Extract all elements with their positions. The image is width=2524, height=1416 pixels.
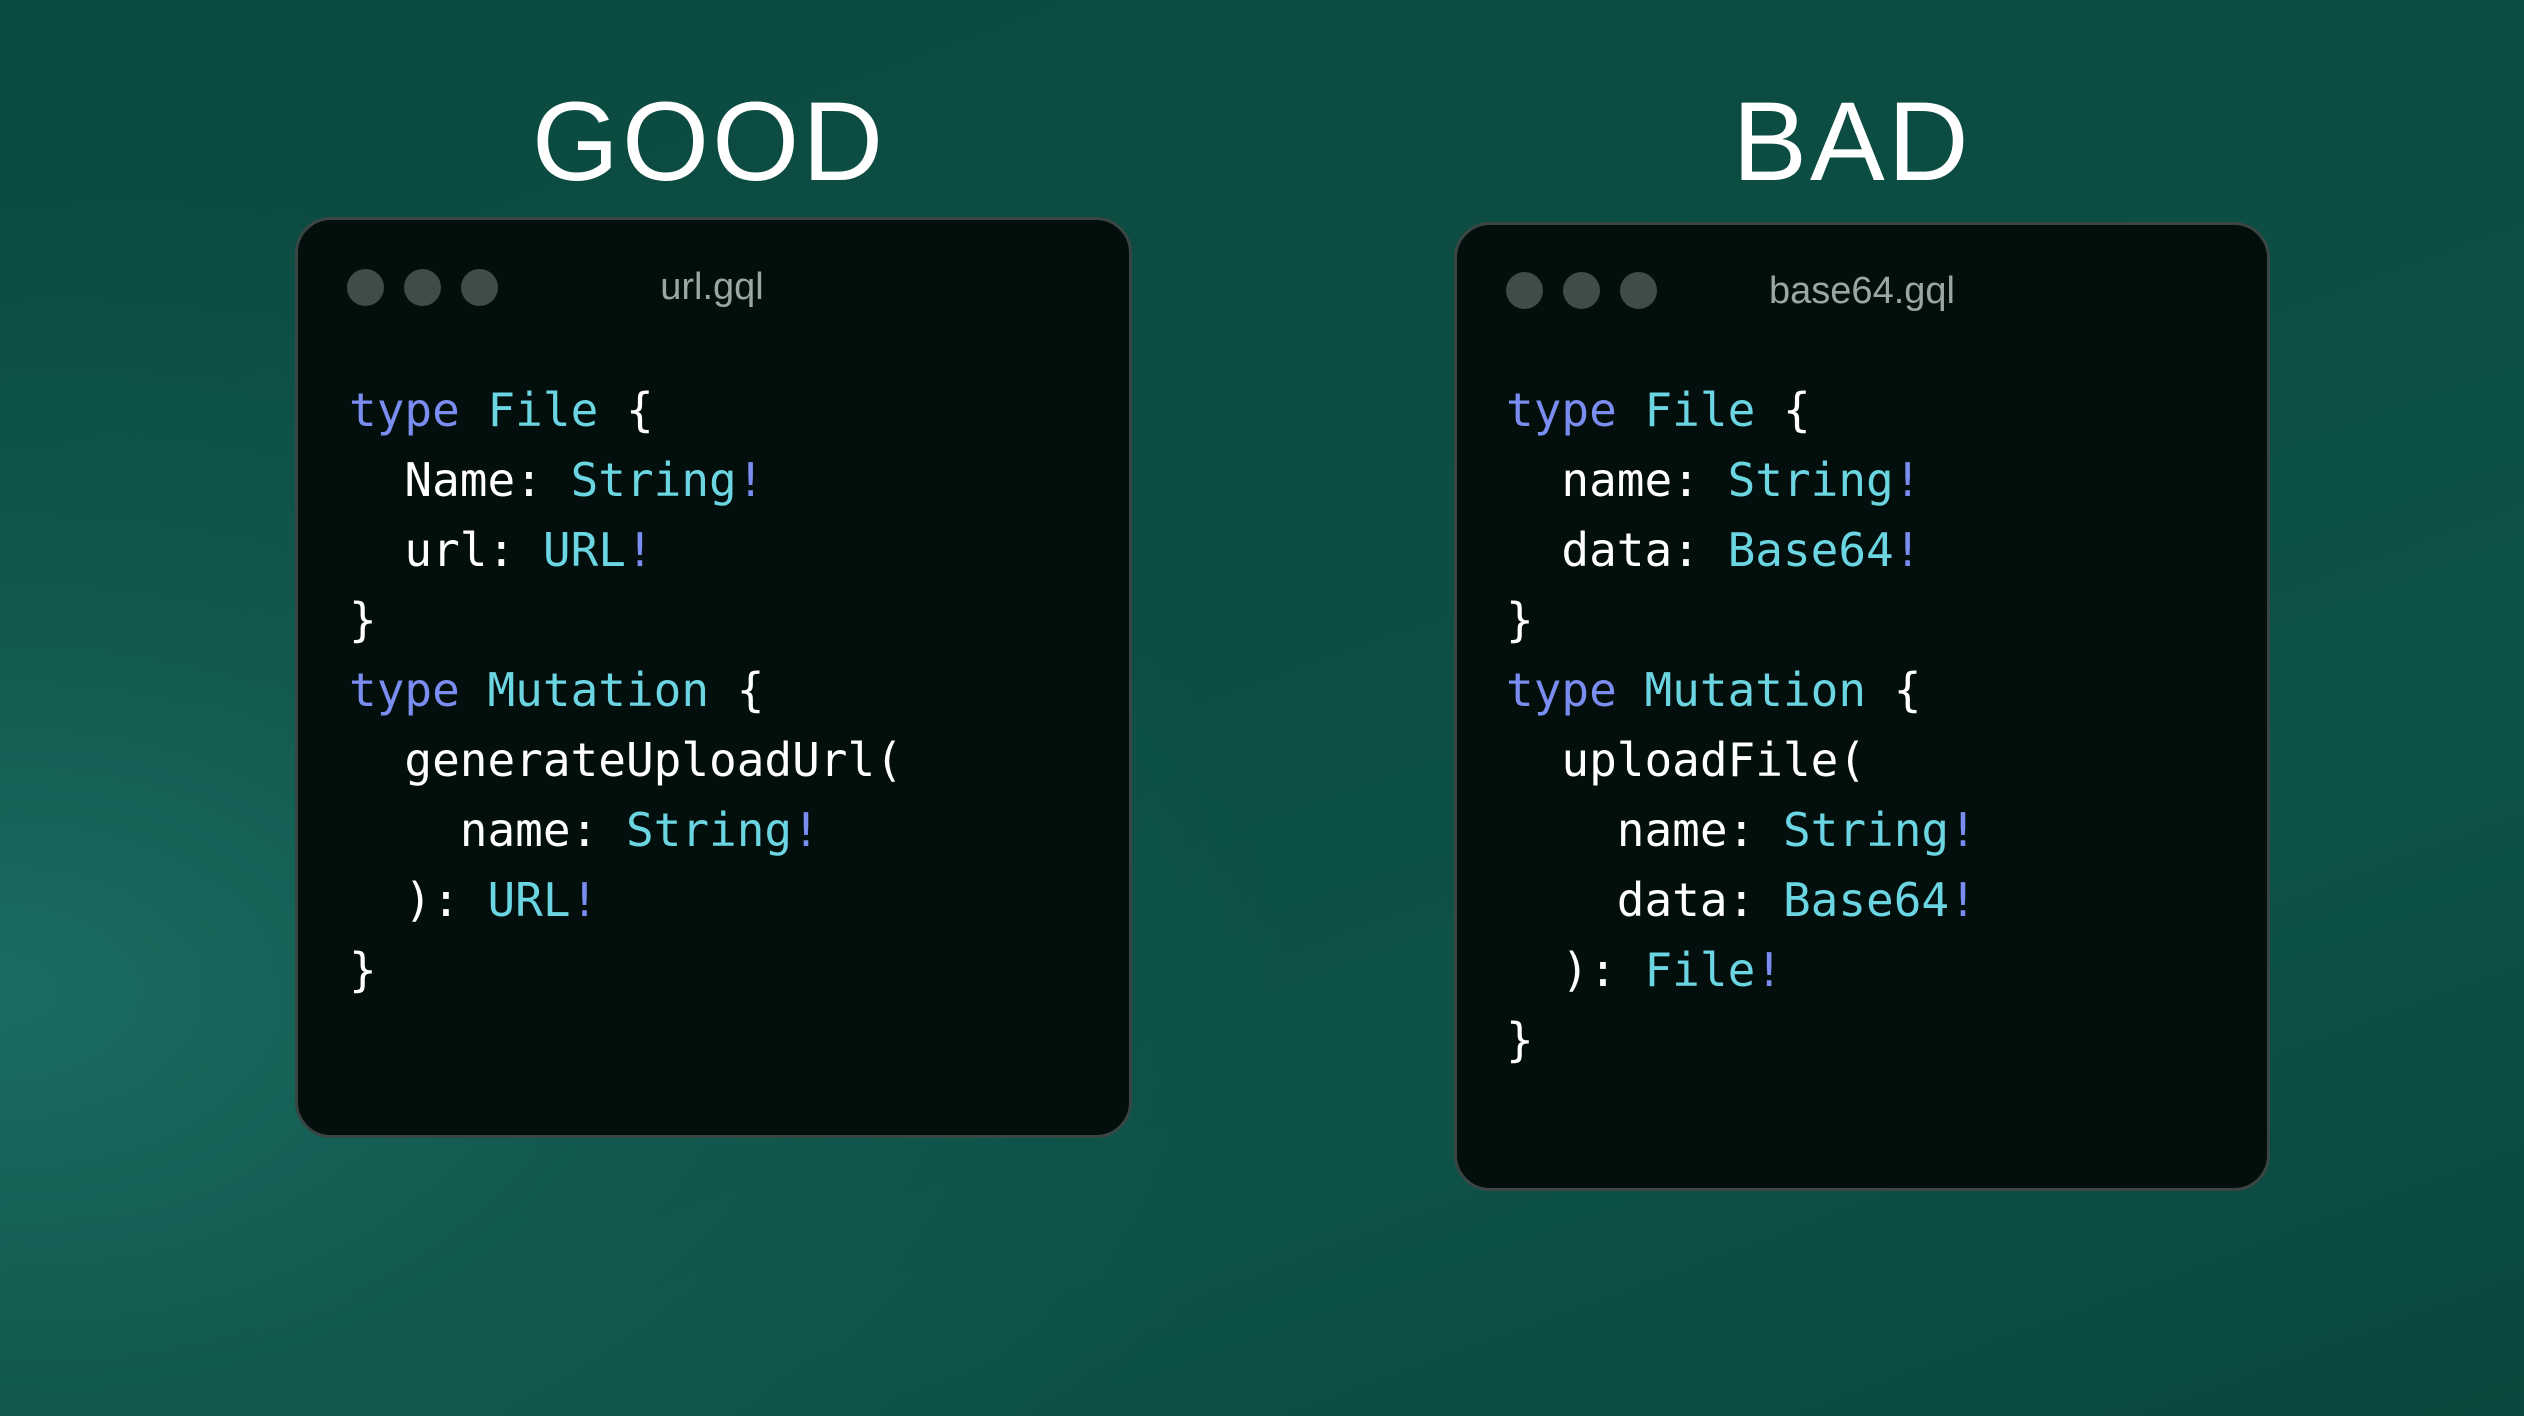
good-code: type File { Name: String! url: URL!} type… xyxy=(349,375,903,1005)
code-token: ): xyxy=(1506,943,1645,997)
code-line: data: Base64! xyxy=(1506,865,1977,935)
code-token: File xyxy=(1644,943,1756,997)
code-line: ): URL! xyxy=(349,865,903,935)
code-token: File xyxy=(1644,383,1756,437)
code-token: Base64 xyxy=(1727,523,1894,577)
code-line: } xyxy=(349,935,903,1005)
code-token: { xyxy=(598,383,654,437)
code-line: name: String! xyxy=(1506,445,1977,515)
code-token: type xyxy=(1506,663,1645,717)
code-token: type xyxy=(1506,383,1645,437)
code-line: Name: String! xyxy=(349,445,903,515)
code-line: } xyxy=(1506,1005,1977,1075)
code-token: ! xyxy=(1893,523,1922,577)
minimize-dot-icon[interactable] xyxy=(404,269,441,306)
code-line: data: Base64! xyxy=(1506,515,1977,585)
code-token: type xyxy=(349,383,488,437)
code-token: ! xyxy=(1949,803,1977,857)
maximize-dot-icon[interactable] xyxy=(1620,272,1657,309)
code-token: name: xyxy=(1506,803,1783,857)
code-line: url: URL! xyxy=(349,515,903,585)
code-line: generateUploadUrl( xyxy=(349,725,903,795)
code-token: ! xyxy=(570,873,599,927)
code-token: url: xyxy=(349,523,543,577)
bad-filename: base64.gql xyxy=(1769,270,1955,312)
code-token: URL xyxy=(487,873,571,927)
code-token: data: xyxy=(1506,523,1728,577)
code-line: type File { xyxy=(349,375,903,445)
code-line: type Mutation { xyxy=(349,655,903,725)
code-line: uploadFile( xyxy=(1506,725,1977,795)
bad-code-window xyxy=(1454,222,2270,1191)
code-token: File xyxy=(487,383,599,437)
bad-heading: BAD xyxy=(1732,79,1972,204)
code-token: ! xyxy=(1755,943,1783,997)
good-filename: url.gql xyxy=(660,266,764,308)
good-code-window xyxy=(295,217,1132,1138)
code-token: Mutation xyxy=(1644,663,1867,717)
code-line: } xyxy=(349,585,903,655)
code-token: ! xyxy=(625,523,654,577)
close-dot-icon[interactable] xyxy=(347,269,384,306)
code-line: name: String! xyxy=(1506,795,1977,865)
close-dot-icon[interactable] xyxy=(1506,272,1543,309)
window-controls xyxy=(1506,272,1657,309)
code-line: } xyxy=(1506,585,1977,655)
code-token: String xyxy=(1727,453,1894,507)
code-token: { xyxy=(1866,663,1922,717)
code-token: URL xyxy=(542,523,626,577)
maximize-dot-icon[interactable] xyxy=(461,269,498,306)
code-token: name: xyxy=(1506,453,1728,507)
code-token: ! xyxy=(792,803,820,857)
code-line: name: String! xyxy=(349,795,903,865)
minimize-dot-icon[interactable] xyxy=(1563,272,1600,309)
code-token: Base64 xyxy=(1782,873,1950,927)
code-token: ): xyxy=(349,873,488,927)
code-line: type File { xyxy=(1506,375,1977,445)
bad-code: type File { name: String! data: Base64!}… xyxy=(1506,375,1977,1075)
code-token: data: xyxy=(1506,873,1783,927)
code-token: { xyxy=(709,663,765,717)
good-heading: GOOD xyxy=(531,79,887,204)
code-token: generateUploadUrl( xyxy=(349,733,903,787)
code-line: type Mutation { xyxy=(1506,655,1977,725)
code-token: } xyxy=(1506,593,1534,647)
code-token: ! xyxy=(1949,873,1977,927)
code-token: String xyxy=(625,803,793,857)
code-token: String xyxy=(570,453,737,507)
code-token: { xyxy=(1755,383,1811,437)
code-token: ! xyxy=(736,453,765,507)
code-token: } xyxy=(349,593,377,647)
code-token: uploadFile( xyxy=(1506,733,1867,787)
code-token: Mutation xyxy=(487,663,710,717)
code-token: ! xyxy=(1893,453,1922,507)
code-token: Name: xyxy=(349,453,571,507)
code-line: ): File! xyxy=(1506,935,1977,1005)
code-token: } xyxy=(1506,1013,1534,1067)
code-token: } xyxy=(349,943,377,997)
window-controls xyxy=(347,269,498,306)
code-token: name: xyxy=(349,803,626,857)
code-token: type xyxy=(349,663,488,717)
code-token: String xyxy=(1782,803,1950,857)
